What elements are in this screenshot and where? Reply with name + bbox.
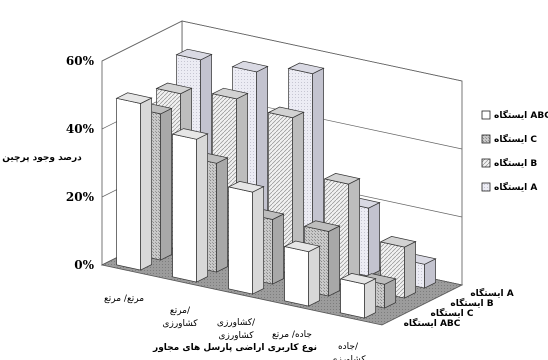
bar-top-face	[171, 128, 209, 140]
bar-side-face	[160, 107, 172, 261]
bar-top-face	[115, 92, 153, 104]
depth-label: ایستگاه A	[470, 287, 513, 299]
y-tick-label: 0%	[74, 258, 94, 272]
bar-side-face	[196, 133, 208, 283]
bar	[227, 181, 265, 295]
legend-swatch	[481, 158, 491, 168]
bar-top-face	[283, 240, 321, 253]
bar	[339, 273, 377, 319]
y-tick-label: 60%	[66, 54, 95, 68]
legend-item: ایستگاه A	[481, 181, 537, 193]
bar-top-face	[323, 173, 361, 185]
legend-label: ایستگاه C	[494, 133, 537, 145]
legend-label: ایستگاه A	[494, 181, 537, 193]
y-axis-title: درصد وجود پرچین	[2, 153, 82, 163]
legend-label: ایستگاه B	[494, 157, 537, 169]
bar-side-face	[404, 241, 416, 299]
depth-label: ایستگاه C	[431, 307, 474, 319]
bar-front-face	[228, 186, 253, 295]
bar	[171, 128, 209, 283]
bar	[283, 240, 321, 307]
bar-side-face	[364, 278, 376, 319]
legend-label: ایستگاه ABC	[494, 109, 548, 121]
bar-top-face	[155, 82, 193, 95]
legend-item: ایستگاه B	[481, 157, 537, 169]
bar-side-face	[216, 157, 228, 273]
bar-side-face	[348, 178, 360, 287]
bar-side-face	[368, 202, 380, 277]
x-tick-label: جاده/کشاورزی	[330, 342, 366, 360]
bar-top-face	[359, 273, 397, 285]
legend-swatch	[481, 110, 491, 120]
x-axis-category-labels: مرتع/ مرتع مرتع/کشاورزی کشاورزی/کشاورزی جاد…	[104, 294, 366, 360]
legend-item: ایستگاه C	[481, 133, 537, 145]
x-tick-label: جاده/ مرتع	[272, 330, 312, 340]
bar-side-face	[252, 186, 264, 295]
bar-top-face	[339, 273, 377, 285]
bar-top-face	[227, 181, 265, 193]
bar-top-face	[175, 48, 213, 61]
bar-top-face	[231, 60, 269, 73]
bar-top-face	[303, 220, 341, 232]
depth-label: ایستگاه ABC	[404, 317, 461, 329]
x-tick-label: مرتع/کشاورزی	[162, 306, 198, 329]
bar-top-face	[379, 236, 417, 248]
bar-front-face	[340, 278, 365, 319]
legend-item: ایستگاه ABC	[481, 109, 548, 121]
bar	[115, 92, 153, 271]
bar-top-face	[287, 62, 325, 75]
bar-front-face	[284, 246, 309, 307]
bar-side-face	[272, 213, 284, 285]
bar-side-face	[140, 97, 152, 271]
y-tick-label: 20%	[66, 190, 95, 204]
gridline	[101, 20, 463, 82]
legend-swatch	[481, 134, 491, 144]
bar-front-face	[172, 133, 197, 283]
bars-layer	[115, 48, 437, 319]
bar-side-face	[308, 245, 320, 307]
x-tick-label: کشاورزی/کشاورزی	[217, 318, 256, 341]
y-tick-label: 40%	[66, 122, 95, 136]
legend: ایستگاه ABC ایستگاه C ایستگاه B ایستگاه A	[481, 109, 548, 193]
bar-side-face	[328, 225, 340, 297]
bar-front-face	[116, 97, 141, 271]
bar-top-face	[211, 87, 249, 100]
y-axis-ticks: 0% 20% 40% 60%	[66, 54, 95, 272]
x-tick-label: مرتع/ مرتع	[104, 294, 144, 304]
x-axis-title: نوع کاربری اراضی پارسل های مجاور	[152, 343, 317, 353]
depth-label: ایستگاه B	[450, 297, 493, 309]
bar-top-face	[267, 106, 305, 119]
legend-swatch	[481, 182, 491, 192]
